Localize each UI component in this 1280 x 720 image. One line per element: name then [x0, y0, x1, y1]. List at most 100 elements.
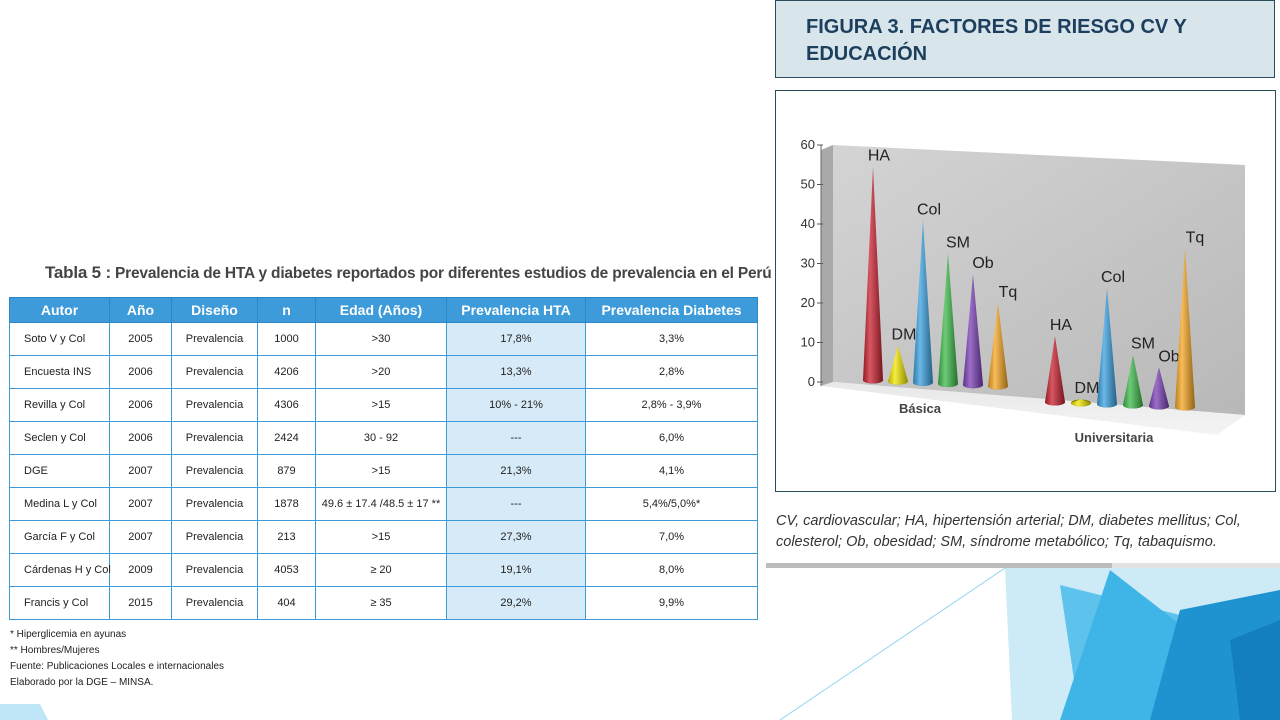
cone-label: Ob [972, 255, 993, 272]
cell-n: 2424 [257, 421, 316, 455]
cell-anio: 2007 [109, 487, 172, 521]
note-hombres-mujeres: ** Hombres/Mujeres [10, 645, 100, 656]
cell-prevalencia-diabetes: 7,0% [585, 520, 758, 554]
cone-label: Col [1101, 269, 1125, 286]
y-tick-label: 10 [801, 335, 815, 350]
cell-anio: 2015 [109, 586, 172, 620]
cell-diseno: Prevalencia [171, 454, 258, 488]
cone-label: SM [946, 234, 970, 251]
cone-label: HA [868, 148, 891, 165]
cell-prevalencia-hta: --- [446, 487, 586, 521]
cone-tq-universitaria [1175, 248, 1195, 411]
note-elaborado: Elaborado por la DGE – MINSA. [10, 677, 154, 688]
y-tick-label: 30 [801, 256, 815, 271]
table-title-lead: Tabla 5 : [45, 263, 111, 282]
cone-col-basica [913, 220, 933, 386]
cone-chart: 0 10 20 30 40 50 60 Básica Universitaria HA HA DM D… [801, 137, 1245, 445]
category-label: Básica [899, 401, 942, 416]
cell-prevalencia-hta: 13,3% [446, 355, 586, 389]
cell-prevalencia-hta: 27,3% [446, 520, 586, 554]
table-row: Medina L y Col 2007 Prevalencia 1878 49.… [9, 487, 758, 521]
cell-diseno: Prevalencia [171, 388, 258, 422]
table-row: Cárdenas H y Col 2009 Prevalencia 4053 ≥… [9, 553, 758, 587]
cell-anio: 2005 [109, 322, 172, 356]
column-header-prevalencia-hta: Prevalencia HTA [446, 297, 586, 323]
cone-label: HA [1050, 317, 1073, 334]
cone-dm-universitaria [1071, 399, 1091, 407]
cell-edad: >20 [315, 355, 447, 389]
cell-n: 879 [257, 454, 316, 488]
note-fuente: Fuente: Publicaciones Locales e internac… [10, 661, 225, 672]
divider-line [766, 563, 1112, 568]
cell-anio: 2006 [109, 388, 172, 422]
cell-autor: Soto V y Col [9, 322, 110, 356]
prevalence-table: Autor Año Diseño n Edad (Años) Prevalenc… [9, 297, 758, 620]
cone-sm-basica [938, 253, 958, 388]
cone-tq-basica [988, 303, 1008, 390]
cell-prevalencia-diabetes: 8,0% [585, 553, 758, 587]
cell-n: 404 [257, 586, 316, 620]
column-header-autor: Autor [9, 297, 110, 323]
table-row: Soto V y Col 2005 Prevalencia 1000 >30 1… [9, 322, 758, 356]
table-title-text: Prevalencia de HTA y diabetes reportados… [115, 265, 772, 282]
figure-title: FIGURA 3. FACTORES DE RIESGO CV Y EDUCAC… [806, 16, 1187, 65]
cell-edad: 30 - 92 [315, 421, 447, 455]
cell-n: 1878 [257, 487, 316, 521]
cell-anio: 2007 [109, 454, 172, 488]
cell-edad: >30 [315, 322, 447, 356]
cell-autor: DGE [9, 454, 110, 488]
cell-prevalencia-hta: 17,8% [446, 322, 586, 356]
cell-autor: Seclen y Col [9, 421, 110, 455]
cell-diseno: Prevalencia [171, 520, 258, 554]
cell-edad: >15 [315, 520, 447, 554]
y-tick-label: 0 [808, 374, 815, 389]
cell-prevalencia-diabetes: 9,9% [585, 586, 758, 620]
cell-diseno: Prevalencia [171, 355, 258, 389]
cone-label: Tq [999, 284, 1018, 301]
cell-n: 4306 [257, 388, 316, 422]
cell-n: 4206 [257, 355, 316, 389]
cone-label: Col [917, 201, 941, 218]
y-tick-label: 50 [801, 177, 815, 192]
cell-n: 1000 [257, 322, 316, 356]
figure-header [775, 0, 1275, 78]
cell-anio: 2006 [109, 421, 172, 455]
cell-edad: >15 [315, 454, 447, 488]
note-hiperglicemia: * Hiperglicemia en ayunas [10, 629, 127, 640]
column-header-prevalencia-diabetes: Prevalencia Diabetes [585, 297, 758, 323]
cone-label: DM [1075, 380, 1100, 397]
cell-prevalencia-diabetes: 2,8% [585, 355, 758, 389]
table-row: Revilla y Col 2006 Prevalencia 4306 >15 … [9, 388, 758, 422]
cell-autor: Encuesta INS [9, 355, 110, 389]
cone-ob-basica [963, 274, 983, 389]
divider-line-light [1112, 563, 1280, 568]
cell-anio: 2009 [109, 553, 172, 587]
cell-edad: 49.6 ± 17.4 /48.5 ± 17 ** [315, 487, 447, 521]
cell-prevalencia-hta: 29,2% [446, 586, 586, 620]
table-row: García F y Col 2007 Prevalencia 213 >15 … [9, 520, 758, 554]
cone-label: DM [892, 327, 917, 344]
cell-autor: Francis y Col [9, 586, 110, 620]
cone-label: SM [1131, 336, 1155, 353]
cell-diseno: Prevalencia [171, 322, 258, 356]
cell-autor: García F y Col [9, 520, 110, 554]
cell-autor: Revilla y Col [9, 388, 110, 422]
chart-floor [821, 382, 1245, 435]
y-tick-label: 40 [801, 216, 815, 231]
cell-prevalencia-hta: --- [446, 421, 586, 455]
table-row: DGE 2007 Prevalencia 879 >15 21,3% 4,1% [9, 454, 758, 488]
cell-autor: Medina L y Col [9, 487, 110, 521]
cell-anio: 2007 [109, 520, 172, 554]
cell-n: 213 [257, 520, 316, 554]
table-title: Tabla 5 : Prevalencia de HTA y diabetes … [45, 263, 772, 283]
column-header-edad: Edad (Años) [315, 297, 447, 323]
y-tick-label: 20 [801, 295, 815, 310]
table-header-row: Autor Año Diseño n Edad (Años) Prevalenc… [9, 297, 758, 323]
cone-ob-universitaria [1149, 367, 1169, 410]
table-notes: * Hiperglicemia en ayunas ** Hombres/Muj… [10, 627, 224, 691]
cell-edad: >15 [315, 388, 447, 422]
cell-autor: Cárdenas H y Col [9, 553, 111, 587]
cell-edad: ≥ 20 [315, 553, 447, 587]
cell-prevalencia-diabetes: 6,0% [585, 421, 758, 455]
